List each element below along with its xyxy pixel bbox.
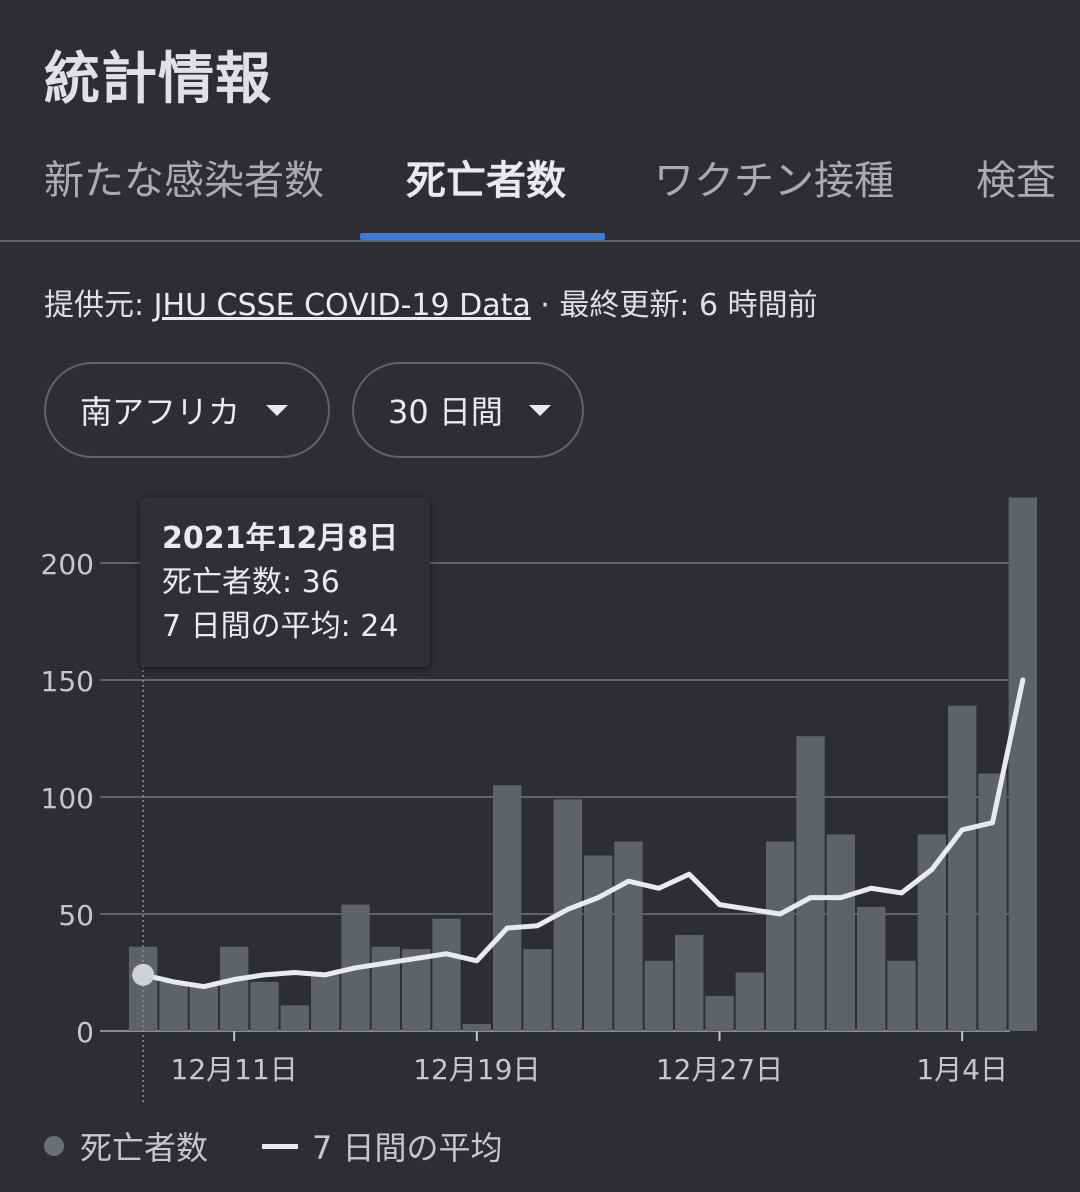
last-updated: 最終更新: 6 時間前 [559,288,818,323]
bar [766,841,795,1031]
chart-legend: 死亡者数 7 日間の平均 [44,1124,503,1168]
chevron-down-icon [528,404,551,416]
bar [311,974,340,1031]
x-tick-label: 1月4日 [916,1053,1008,1086]
y-tick-label: 150 [41,665,94,698]
bar [250,981,279,1031]
tab-vaccinations[interactable]: ワクチン接種 [654,158,894,204]
chevron-down-icon [266,404,289,416]
bar [584,855,613,1031]
bar [402,949,431,1031]
legend-line-label: 7 日間の平均 [312,1129,503,1167]
bar [220,946,249,1031]
y-tick-label: 200 [41,548,94,581]
x-tick-label: 12月19日 [413,1053,540,1086]
period-dropdown-label: 30 日間 [388,393,503,431]
bar [523,949,552,1031]
tab-deaths[interactable]: 死亡者数 [406,158,566,204]
bar [917,834,946,1031]
tooltip-average: 7 日間の平均: 24 [162,609,399,644]
hover-point [132,963,155,986]
source-link[interactable]: JHU CSSE COVID-19 Data [153,288,531,323]
tooltip-date: 2021年12月8日 [162,521,399,556]
bar [493,785,522,1031]
source-separator: · [530,288,560,323]
source-prefix: 提供元: [44,288,154,323]
bar [948,705,977,1031]
x-tick-label: 12月27日 [656,1053,783,1086]
bar [129,946,158,1031]
tab-new-cases[interactable]: 新たな感染者数 [44,158,324,204]
bar [705,995,734,1031]
tooltip-deaths: 死亡者数: 36 [162,565,340,600]
bar [735,972,764,1031]
legend-bar-label: 死亡者数 [80,1129,209,1167]
bar [614,841,643,1031]
region-dropdown[interactable]: 南アフリカ [44,362,330,458]
bar [857,906,886,1031]
bar [432,918,461,1031]
chart-tooltip: 2021年12月8日 死亡者数: 36 7 日間の平均: 24 [140,497,430,667]
period-dropdown[interactable]: 30 日間 [352,362,584,458]
y-tick-label: 100 [41,782,94,815]
legend-bar-swatch [44,1136,64,1156]
y-tick-label: 0 [76,1016,94,1049]
active-tab-indicator [360,233,605,240]
bar [887,960,916,1031]
bar [675,935,704,1031]
average-line [140,677,1026,990]
tab-bar: 新たな感染者数 死亡者数 ワクチン接種 検査 [0,140,1080,242]
bar [462,1023,491,1031]
bar [159,981,188,1031]
bar [826,834,855,1031]
source-line: 提供元: JHU CSSE COVID-19 Data · 最終更新: 6 時間… [44,280,818,324]
bar [189,984,218,1031]
bar [644,960,673,1031]
region-dropdown-label: 南アフリカ [80,393,241,431]
bar [1008,497,1037,1032]
x-tick-label: 12月11日 [171,1053,298,1086]
deaths-chart[interactable]: 0 50 100 150 200 12月11日 12月19日 12月27日 1月4日 [0,480,1080,1120]
page-title: 統計情報 [44,47,272,112]
bar [280,1005,309,1031]
legend-line-swatch [262,1143,299,1149]
y-tick-label: 50 [58,899,94,932]
tab-testing[interactable]: 検査 [976,158,1056,204]
bar [796,736,825,1031]
